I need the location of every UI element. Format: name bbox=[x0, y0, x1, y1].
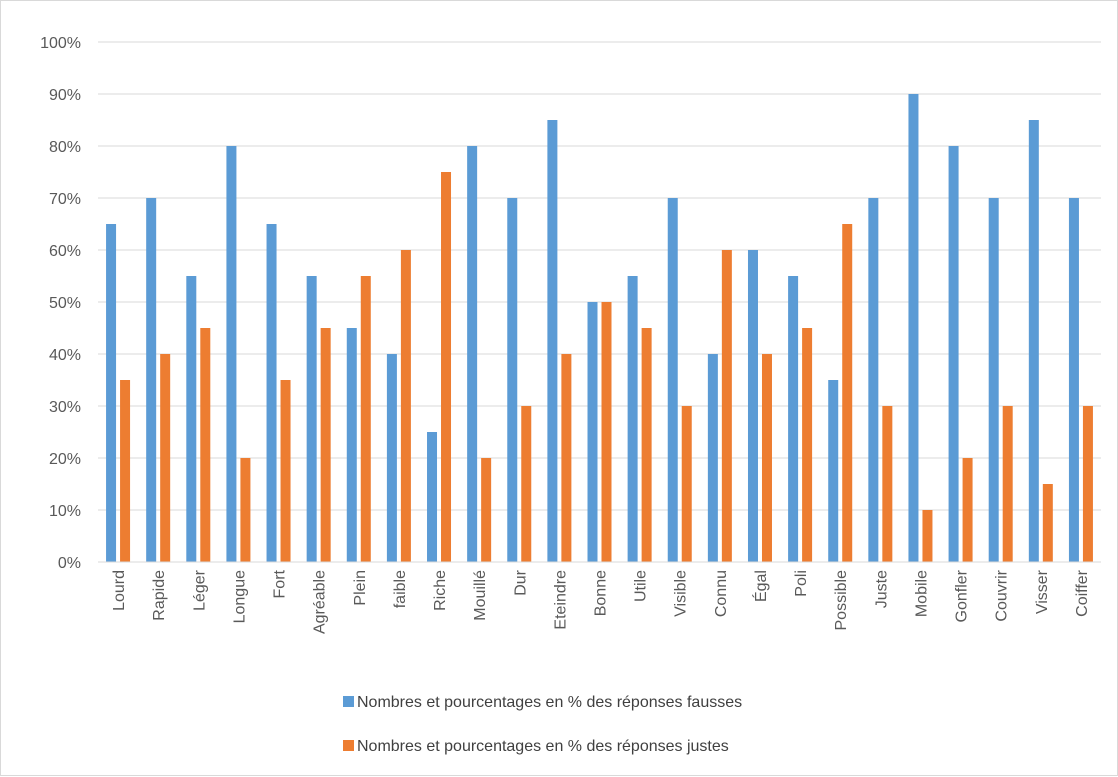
bar-false-answers bbox=[707, 354, 718, 562]
y-tick-label: 90% bbox=[49, 87, 81, 104]
bar-false-answers bbox=[868, 198, 879, 562]
x-tick-label: Riche bbox=[432, 570, 449, 611]
bar-correct-answers bbox=[120, 380, 131, 562]
bars bbox=[106, 94, 1093, 562]
bar-false-answers bbox=[908, 94, 919, 562]
x-tick-label: Eteindre bbox=[552, 570, 569, 630]
x-tick-label: faible bbox=[392, 570, 409, 608]
y-tick-label: 50% bbox=[49, 295, 81, 312]
y-tick-label: 0% bbox=[58, 555, 81, 572]
x-tick-label: Utile bbox=[633, 570, 650, 602]
x-tick-label: Mouillé bbox=[472, 570, 489, 621]
x-axis-ticks: Lourd Rapide Léger Longue Fort Agréable Plein f… bbox=[111, 569, 1091, 634]
x-tick-label: Connu bbox=[713, 570, 730, 617]
bar-false-answers bbox=[146, 198, 157, 562]
y-tick-label: 60% bbox=[49, 243, 81, 260]
legend-swatch-false-answers bbox=[343, 696, 354, 707]
x-tick-label: Fort bbox=[272, 569, 289, 598]
bar-false-answers bbox=[106, 224, 117, 562]
legend-item-correct-answers: Nombres et pourcentages en % des réponse… bbox=[343, 738, 729, 755]
x-tick-label: Visible bbox=[673, 570, 690, 617]
x-tick-label: Juste bbox=[873, 570, 890, 608]
x-tick-label: Agréable bbox=[312, 570, 329, 634]
bar-correct-answers bbox=[962, 458, 973, 562]
bar-false-answers bbox=[1028, 120, 1039, 562]
bar-false-answers bbox=[828, 380, 839, 562]
x-tick-label: Lourd bbox=[111, 570, 128, 611]
bar-false-answers bbox=[386, 354, 397, 562]
bar-correct-answers bbox=[441, 172, 452, 562]
bar-false-answers bbox=[186, 276, 197, 562]
bar-correct-answers bbox=[1082, 406, 1093, 562]
bar-correct-answers bbox=[320, 328, 331, 562]
bar-correct-answers bbox=[842, 224, 853, 562]
y-tick-label: 10% bbox=[49, 503, 81, 520]
bar-false-answers bbox=[667, 198, 678, 562]
y-tick-label: 70% bbox=[49, 191, 81, 208]
y-tick-label: 80% bbox=[49, 139, 81, 156]
x-tick-label: Coiffer bbox=[1074, 569, 1091, 617]
bar-false-answers bbox=[1068, 198, 1079, 562]
bar-false-answers bbox=[948, 146, 959, 562]
y-tick-label: 100% bbox=[40, 35, 81, 52]
x-tick-label: Égal bbox=[751, 570, 770, 602]
bar-false-answers bbox=[747, 250, 758, 562]
bar-correct-answers bbox=[681, 406, 692, 562]
y-tick-label: 30% bbox=[49, 399, 81, 416]
y-tick-label: 40% bbox=[49, 347, 81, 364]
x-tick-label: Mobile bbox=[913, 570, 930, 617]
bar-correct-answers bbox=[1002, 406, 1013, 562]
x-tick-label: Rapide bbox=[151, 570, 168, 621]
bar-false-answers bbox=[346, 328, 357, 562]
bar-correct-answers bbox=[521, 406, 532, 562]
legend-item-false-answers: Nombres et pourcentages en % des réponse… bbox=[343, 694, 742, 711]
x-tick-label: Poli bbox=[793, 570, 810, 597]
legend-swatch-correct-answers bbox=[343, 740, 354, 751]
bar-correct-answers bbox=[721, 250, 732, 562]
x-tick-label: Dur bbox=[512, 569, 529, 595]
bar-false-answers bbox=[306, 276, 317, 562]
bar-correct-answers bbox=[601, 302, 612, 562]
bar-correct-answers bbox=[240, 458, 251, 562]
bar-correct-answers bbox=[641, 328, 652, 562]
bar-correct-answers bbox=[280, 380, 291, 562]
x-tick-label: Longue bbox=[231, 570, 248, 623]
x-tick-label: Possible bbox=[833, 570, 850, 631]
bar-false-answers bbox=[507, 198, 518, 562]
x-tick-label: Léger bbox=[191, 569, 208, 611]
bar-correct-answers bbox=[761, 354, 772, 562]
x-tick-label: Visser bbox=[1034, 569, 1051, 614]
y-axis-ticks: 0% 10% 20% 30% 40% 50% 60% 70% 80% 90% 100% bbox=[40, 35, 81, 572]
bar-false-answers bbox=[427, 432, 438, 562]
legend-label-correct-answers: Nombres et pourcentages en % des réponse… bbox=[357, 738, 729, 755]
y-tick-label: 20% bbox=[49, 451, 81, 468]
bar-correct-answers bbox=[802, 328, 813, 562]
bar-correct-answers bbox=[481, 458, 492, 562]
bar-correct-answers bbox=[360, 276, 371, 562]
x-tick-label: Gonfler bbox=[954, 569, 971, 622]
bar-false-answers bbox=[988, 198, 999, 562]
bar-correct-answers bbox=[160, 354, 171, 562]
bar-false-answers bbox=[547, 120, 558, 562]
gridlines bbox=[98, 41, 1101, 511]
bar-false-answers bbox=[788, 276, 799, 562]
x-tick-label: Bonne bbox=[593, 570, 610, 616]
bar-false-answers bbox=[587, 302, 598, 562]
bar-correct-answers bbox=[882, 406, 893, 562]
x-tick-label: Plein bbox=[352, 570, 369, 606]
bar-false-answers bbox=[467, 146, 478, 562]
bar-false-answers bbox=[266, 224, 277, 562]
legend: Nombres et pourcentages en % des réponse… bbox=[343, 694, 742, 755]
bar-false-answers bbox=[226, 146, 237, 562]
bar-correct-answers bbox=[922, 510, 933, 562]
x-tick-label: Couvrir bbox=[994, 569, 1011, 621]
bar-correct-answers bbox=[400, 250, 411, 562]
bar-correct-answers bbox=[561, 354, 572, 562]
legend-label-false-answers: Nombres et pourcentages en % des réponse… bbox=[357, 694, 742, 711]
bar-correct-answers bbox=[200, 328, 211, 562]
bar-false-answers bbox=[627, 276, 638, 562]
bar-correct-answers bbox=[1042, 484, 1053, 562]
